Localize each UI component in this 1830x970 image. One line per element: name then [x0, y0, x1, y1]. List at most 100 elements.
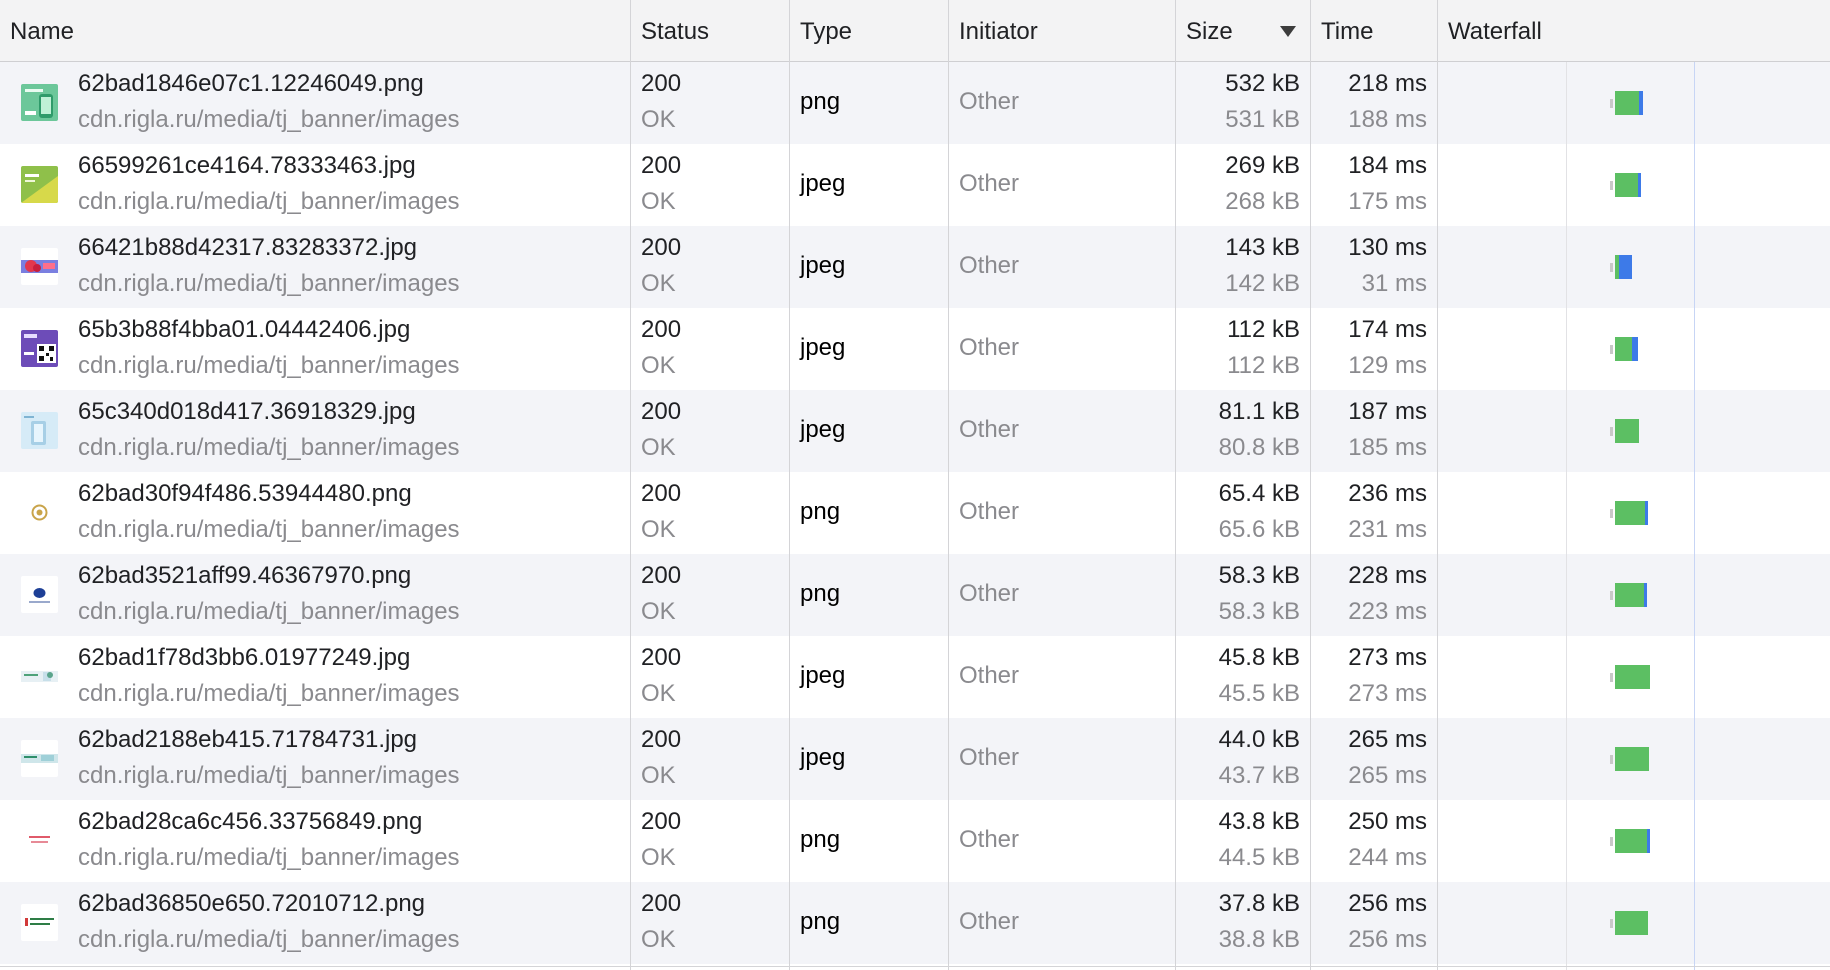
status-code: 200 [641, 398, 682, 425]
status-code: 200 [641, 70, 682, 97]
waterfall-download-bar[interactable] [1638, 173, 1641, 197]
status-code: 200 [641, 562, 682, 589]
request-row[interactable]: 62bad28ca6c456.33756849.png cdn.rigla.ru/… [0, 800, 1830, 882]
request-domain: cdn.rigla.ru/media/tj_banner/images [78, 106, 460, 133]
time-latency: 129 ms [1348, 352, 1427, 379]
waterfall-waiting-bar[interactable] [1615, 255, 1619, 279]
resource-type: png [800, 88, 841, 115]
status-code: 200 [641, 152, 682, 179]
initiator-value: Other [959, 744, 1020, 771]
size-transferred: 532 kB [1225, 70, 1300, 97]
time-total: 236 ms [1348, 480, 1427, 507]
type-cell: png [790, 472, 948, 554]
status-cell: 200 OK [631, 226, 789, 308]
request-domain: cdn.rigla.ru/media/tj_banner/images [78, 926, 460, 953]
waterfall-download-bar[interactable] [1639, 91, 1643, 115]
waterfall-waiting-bar[interactable] [1615, 583, 1644, 607]
column-header-name[interactable]: Name [10, 18, 75, 45]
waterfall-waiting-bar[interactable] [1615, 747, 1649, 771]
waterfall-download-bar[interactable] [1632, 337, 1638, 361]
blue-logo-thumbnail [21, 576, 58, 613]
waterfall-waiting-bar[interactable] [1615, 173, 1638, 197]
time-latency: 223 ms [1348, 598, 1427, 625]
status-cell: 200 OK [631, 144, 789, 226]
waterfall-waiting-bar[interactable] [1615, 419, 1639, 443]
waterfall-waiting-bar[interactable] [1615, 91, 1639, 115]
type-cell: jpeg [790, 390, 948, 472]
initiator-value: Other [959, 580, 1020, 607]
waterfall-waiting-bar[interactable] [1615, 337, 1632, 361]
waterfall-gridline [1694, 62, 1695, 970]
size-transferred: 81.1 kB [1218, 398, 1300, 425]
size-resource: 268 kB [1225, 188, 1300, 215]
status-code: 200 [641, 644, 682, 671]
waterfall-waiting-bar[interactable] [1615, 665, 1650, 689]
resource-type: jpeg [800, 252, 846, 279]
initiator-value: Other [959, 498, 1020, 525]
waterfall-queue-mark [1610, 181, 1613, 190]
initiator-value: Other [959, 252, 1020, 279]
column-header-type[interactable]: Type [800, 18, 853, 45]
column-header-size[interactable]: Size [1176, 0, 1310, 62]
column-header-size-label: Size [1186, 18, 1233, 45]
column-divider [1175, 0, 1176, 970]
waterfall-waiting-bar[interactable] [1615, 911, 1648, 935]
status-cell: 200 OK [631, 718, 789, 800]
size-resource: 58.3 kB [1218, 598, 1300, 625]
waterfall-download-bar[interactable] [1619, 255, 1632, 279]
size-cell: 43.8 kB 44.5 kB [1176, 800, 1310, 882]
status-cell: 200 OK [631, 800, 789, 882]
type-cell: jpeg [790, 636, 948, 718]
status-text: OK [641, 434, 676, 461]
request-row[interactable]: 62bad2188eb415.71784731.jpg cdn.rigla.ru/… [0, 718, 1830, 800]
type-cell: png [790, 62, 948, 144]
time-cell: 184 ms 175 ms [1311, 144, 1437, 226]
size-resource: 65.6 kB [1218, 516, 1300, 543]
size-transferred: 45.8 kB [1218, 644, 1300, 671]
column-header-waterfall[interactable]: Waterfall [1448, 18, 1542, 45]
green-yellow-thumbnail [21, 166, 58, 203]
waterfall-waiting-bar[interactable] [1615, 829, 1647, 853]
initiator-cell: Other [949, 62, 1175, 144]
waterfall-download-bar[interactable] [1647, 829, 1650, 853]
waterfall-waiting-bar[interactable] [1615, 501, 1645, 525]
type-cell: jpeg [790, 226, 948, 308]
column-header-status[interactable]: Status [641, 18, 710, 45]
name-cell: 62bad28ca6c456.33756849.png cdn.rigla.ru/… [0, 800, 630, 882]
request-domain: cdn.rigla.ru/media/tj_banner/images [78, 434, 460, 461]
status-text: OK [641, 844, 676, 871]
status-text: OK [641, 516, 676, 543]
initiator-cell: Other [949, 144, 1175, 226]
request-row[interactable]: 66421b88d42317.83283372.jpg cdn.rigla.ru/… [0, 226, 1830, 308]
resource-type: png [800, 826, 841, 853]
request-file-name: 65b3b88f4bba01.04442406.jpg [78, 316, 411, 343]
time-cell: 130 ms 31 ms [1311, 226, 1437, 308]
waterfall-queue-mark [1610, 509, 1613, 518]
request-file-name: 65c340d018d417.36918329.jpg [78, 398, 416, 425]
column-header-time[interactable]: Time [1321, 18, 1374, 45]
time-latency: 256 ms [1348, 926, 1427, 953]
initiator-cell: Other [949, 554, 1175, 636]
table-header: Name Status Type Initiator Size Time Wat… [0, 0, 1830, 62]
request-row[interactable]: 65c340d018d417.36918329.jpg cdn.rigla.ru/… [0, 390, 1830, 472]
time-latency: 31 ms [1361, 270, 1427, 297]
status-text: OK [641, 926, 676, 953]
request-domain: cdn.rigla.ru/media/tj_banner/images [78, 844, 460, 871]
status-text: OK [641, 762, 676, 789]
size-transferred: 43.8 kB [1218, 808, 1300, 835]
time-cell: 174 ms 129 ms [1311, 308, 1437, 390]
request-row[interactable]: 62bad30f94f486.53944480.png cdn.rigla.ru/… [0, 472, 1830, 554]
column-header-initiator[interactable]: Initiator [959, 18, 1038, 45]
request-row[interactable]: 62bad1846e07c1.12246049.png cdn.rigla.ru/… [0, 62, 1830, 144]
request-row[interactable]: 62bad1f78d3bb6.01977249.jpg cdn.rigla.ru/… [0, 636, 1830, 718]
resource-type: png [800, 908, 841, 935]
waterfall-queue-mark [1610, 837, 1613, 846]
initiator-value: Other [959, 416, 1020, 443]
waterfall-download-bar[interactable] [1645, 501, 1648, 525]
request-row[interactable]: 66599261ce4164.78333463.jpg cdn.rigla.ru/… [0, 144, 1830, 226]
waterfall-queue-mark [1610, 591, 1613, 600]
request-row[interactable]: 62bad3521aff99.46367970.png cdn.rigla.ru/… [0, 554, 1830, 636]
waterfall-download-bar[interactable] [1644, 583, 1647, 607]
request-row[interactable]: 65b3b88f4bba01.04442406.jpg cdn.rigla.ru/… [0, 308, 1830, 390]
request-row[interactable]: 62bad36850e650.72010712.png cdn.rigla.ru/… [0, 882, 1830, 964]
